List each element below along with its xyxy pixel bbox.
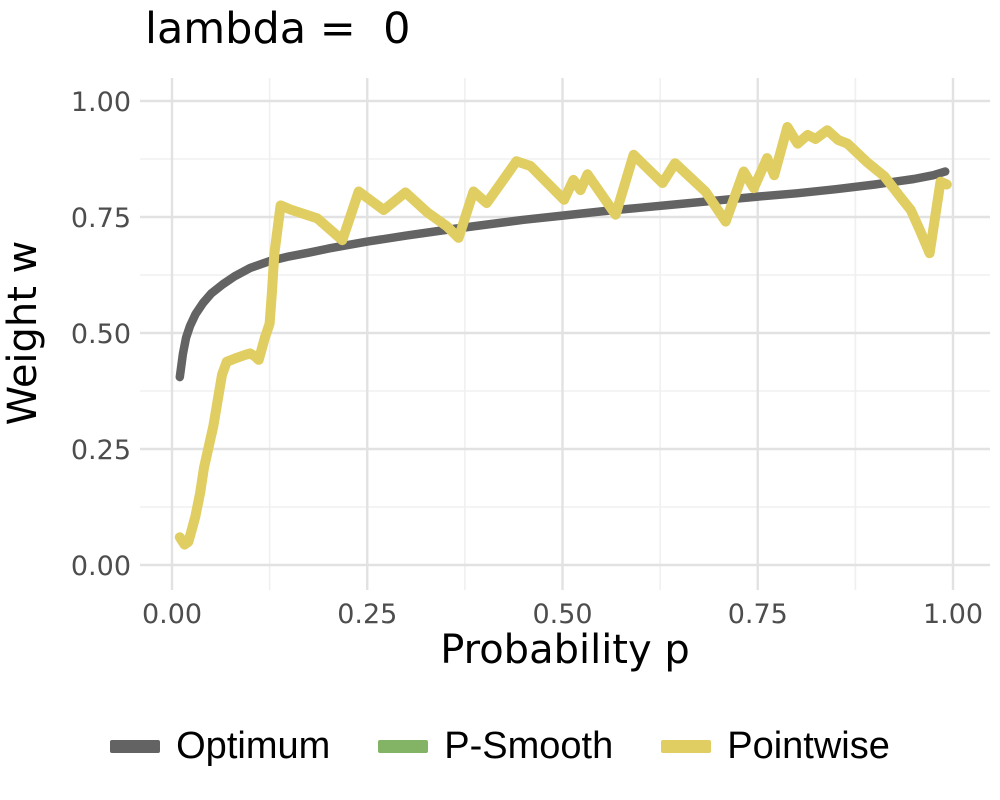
x-tick-label: 0.75 — [728, 599, 788, 630]
legend-swatch-p-smooth — [378, 739, 429, 753]
x-tick-label: 0.00 — [142, 599, 202, 630]
y-tick-label: 0.25 — [71, 435, 131, 466]
x-tick-label: 0.50 — [532, 599, 592, 630]
legend: Optimum P-Smooth Pointwise — [0, 718, 1000, 774]
legend-item-pointwise: Pointwise — [661, 725, 890, 768]
series-lines — [174, 122, 952, 550]
legend-label: P-Smooth — [444, 724, 614, 767]
pointwise-line — [174, 122, 952, 550]
gridlines-minor — [140, 78, 990, 590]
legend-item-p-smooth: P-Smooth — [378, 725, 613, 768]
y-tick-label: 0.75 — [71, 203, 131, 234]
plot-panel: 0.00 0.25 0.50 0.75 1.00 0.00 0.25 0.50 0.75 1.0… — [0, 78, 990, 673]
y-axis-tick-labels: 0.00 0.25 0.50 0.75 1.00 — [71, 87, 131, 582]
optimum-line — [175, 167, 950, 382]
y-axis-title: Weight w — [0, 241, 46, 426]
x-axis-title: Probability p — [440, 627, 690, 673]
chart-title: lambda = 0 — [145, 4, 411, 54]
y-tick-label: 0.50 — [71, 319, 131, 350]
legend-swatch-optimum — [110, 739, 161, 753]
y-tick-label: 1.00 — [71, 87, 131, 118]
y-tick-label: 0.00 — [71, 551, 131, 582]
x-tick-label: 1.00 — [923, 599, 983, 630]
legend-item-optimum: Optimum — [110, 725, 330, 768]
legend-label: Optimum — [176, 724, 331, 767]
x-tick-label: 0.25 — [337, 599, 397, 630]
legend-swatch-pointwise — [661, 739, 712, 753]
x-axis-tick-labels: 0.00 0.25 0.50 0.75 1.00 — [142, 599, 983, 630]
legend-label: Pointwise — [727, 724, 890, 767]
